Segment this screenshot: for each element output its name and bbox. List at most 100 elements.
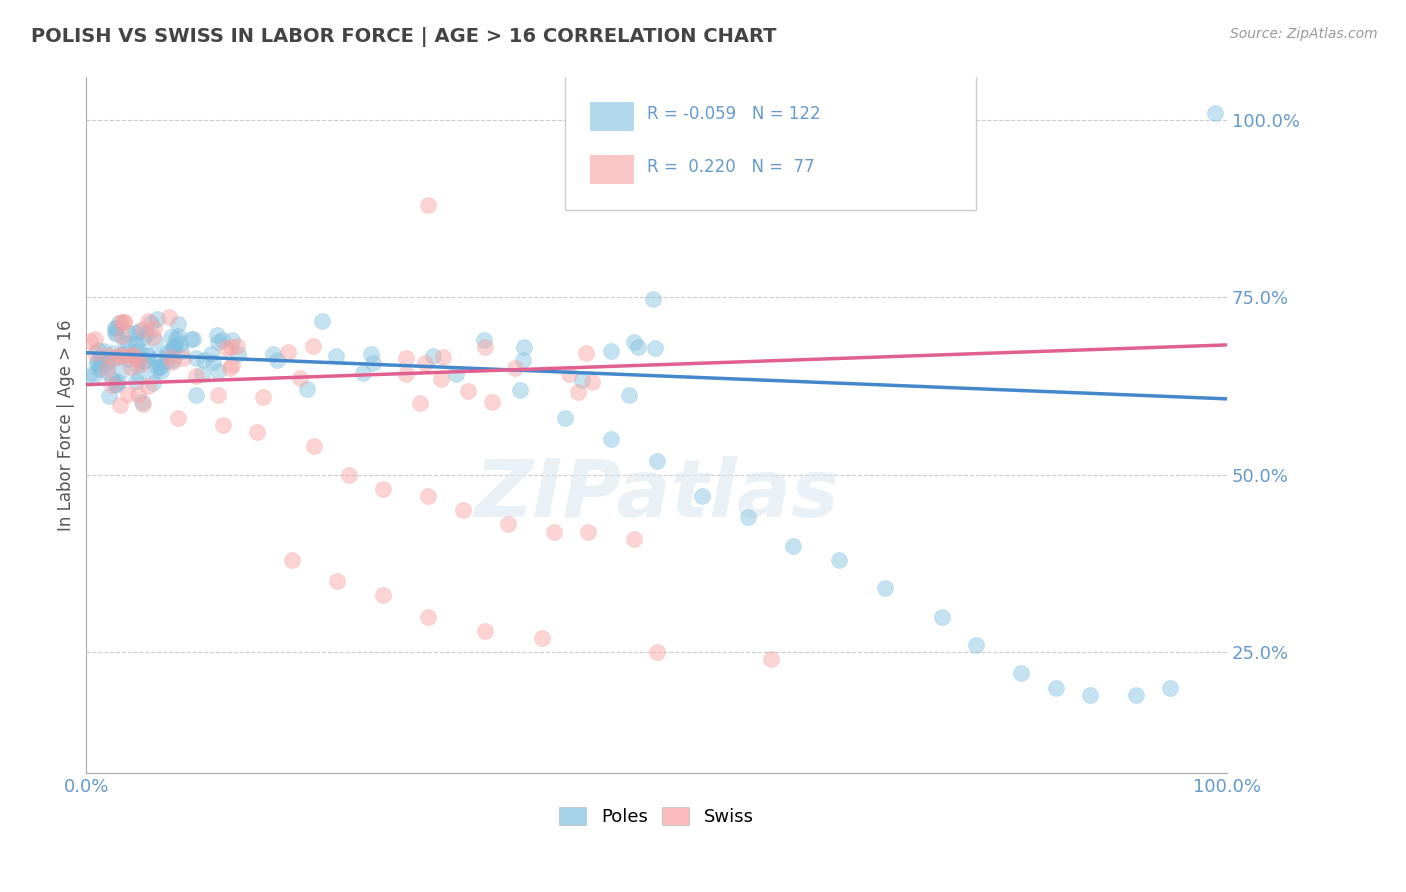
Point bbox=[186, 388, 208, 402]
Point bbox=[87, 343, 110, 358]
Point bbox=[127, 387, 149, 401]
Point bbox=[690, 489, 713, 503]
Bar bbox=[591, 154, 634, 184]
Point bbox=[136, 379, 159, 393]
Point bbox=[89, 359, 111, 373]
Point bbox=[127, 351, 149, 366]
Point bbox=[645, 645, 668, 659]
Point bbox=[246, 425, 269, 440]
Point bbox=[150, 363, 173, 377]
Point bbox=[280, 553, 302, 567]
Text: Source: ZipAtlas.com: Source: ZipAtlas.com bbox=[1230, 27, 1378, 41]
Point bbox=[361, 356, 384, 370]
Point bbox=[86, 356, 108, 370]
Point bbox=[575, 346, 598, 360]
Point bbox=[87, 362, 110, 376]
Point bbox=[474, 340, 496, 354]
Point bbox=[84, 346, 107, 360]
Point bbox=[201, 354, 224, 368]
Y-axis label: In Labor Force | Age > 16: In Labor Force | Age > 16 bbox=[58, 319, 75, 531]
Point bbox=[1204, 106, 1226, 120]
Point bbox=[162, 355, 184, 369]
Point bbox=[117, 351, 139, 366]
Point bbox=[135, 348, 157, 362]
Point bbox=[104, 326, 127, 341]
Point bbox=[211, 333, 233, 347]
Point bbox=[576, 524, 599, 539]
Legend: Poles, Swiss: Poles, Swiss bbox=[553, 799, 761, 833]
Point bbox=[371, 482, 394, 496]
Point bbox=[121, 348, 143, 362]
Point bbox=[395, 368, 418, 382]
Point bbox=[128, 343, 150, 358]
Point bbox=[86, 355, 108, 369]
Point bbox=[96, 355, 118, 369]
Point bbox=[149, 360, 172, 375]
Point bbox=[157, 310, 180, 324]
Point bbox=[96, 357, 118, 371]
Point bbox=[302, 339, 325, 353]
Point bbox=[110, 398, 132, 412]
Point bbox=[96, 361, 118, 376]
Point bbox=[472, 333, 495, 347]
Point bbox=[503, 360, 526, 375]
Point bbox=[125, 374, 148, 388]
Point bbox=[96, 348, 118, 362]
Point bbox=[371, 588, 394, 602]
Point bbox=[554, 411, 576, 425]
Point bbox=[828, 553, 851, 567]
Point bbox=[132, 397, 155, 411]
Point bbox=[148, 350, 170, 364]
Point bbox=[512, 352, 534, 367]
Point bbox=[184, 368, 207, 383]
Point bbox=[432, 350, 454, 364]
Point bbox=[83, 332, 105, 346]
Point bbox=[408, 396, 430, 410]
Point bbox=[77, 368, 100, 382]
Point bbox=[83, 368, 105, 383]
Point bbox=[104, 350, 127, 364]
Point bbox=[252, 390, 274, 404]
Point bbox=[965, 638, 987, 652]
Point bbox=[167, 329, 190, 343]
Point bbox=[170, 343, 193, 358]
Point bbox=[226, 339, 249, 353]
Point bbox=[311, 313, 333, 327]
Point bbox=[112, 346, 135, 360]
Point bbox=[931, 609, 953, 624]
Point bbox=[132, 331, 155, 345]
Point bbox=[181, 332, 204, 346]
Point bbox=[205, 328, 228, 343]
Point bbox=[165, 338, 187, 352]
Point bbox=[207, 364, 229, 378]
Point bbox=[134, 354, 156, 368]
Point bbox=[117, 387, 139, 401]
Point bbox=[142, 329, 165, 343]
Point bbox=[138, 314, 160, 328]
Text: R =  0.220   N =  77: R = 0.220 N = 77 bbox=[647, 158, 815, 176]
Point bbox=[288, 371, 311, 385]
Point bbox=[623, 334, 645, 349]
Point bbox=[297, 382, 319, 396]
Point bbox=[163, 343, 186, 357]
Point bbox=[96, 365, 118, 379]
Point bbox=[105, 378, 128, 392]
Point bbox=[136, 349, 159, 363]
Point bbox=[219, 360, 242, 375]
Point bbox=[149, 359, 172, 373]
Point bbox=[125, 351, 148, 366]
Point bbox=[644, 341, 666, 355]
Point bbox=[457, 384, 479, 398]
Point bbox=[451, 503, 474, 517]
Point bbox=[645, 453, 668, 467]
Point bbox=[180, 332, 202, 346]
Point bbox=[418, 198, 440, 212]
Point bbox=[759, 652, 782, 666]
Bar bbox=[591, 102, 634, 131]
Point bbox=[90, 352, 112, 367]
Point bbox=[325, 349, 347, 363]
Point bbox=[107, 376, 129, 390]
Point bbox=[191, 368, 214, 382]
Point bbox=[124, 326, 146, 341]
Point bbox=[512, 340, 534, 354]
